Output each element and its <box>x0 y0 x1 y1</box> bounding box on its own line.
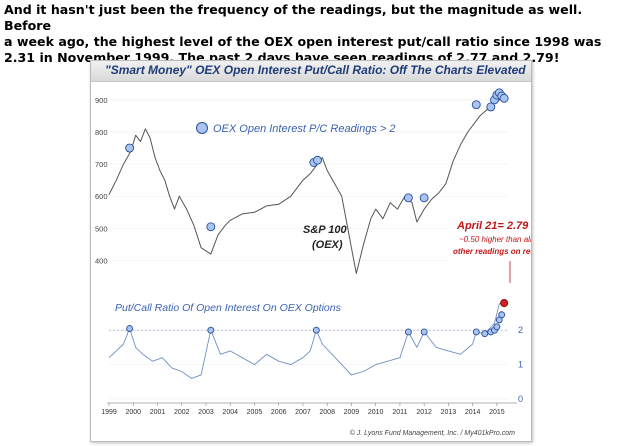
bottom-y-tick-label: 2 <box>518 325 523 335</box>
x-tick-label: 1999 <box>101 409 117 416</box>
top-highlight-marker <box>313 155 322 165</box>
x-tick-label: 2012 <box>416 409 432 416</box>
top-highlight-marker <box>125 143 135 153</box>
series-label-line-1: S&P 100 <box>303 224 348 236</box>
top-y-tick-label: 400 <box>95 257 108 266</box>
bottom-highlight-marker <box>207 326 215 334</box>
x-tick-label: 2009 <box>344 409 360 416</box>
bottom-highlight-marker <box>126 325 134 332</box>
annotation-title: April 21= 2.79 <box>456 220 529 232</box>
legend: OEX Open Interest P/C Readings > 2 <box>196 122 396 135</box>
legend-label: OEX Open Interest P/C Readings > 2 <box>213 123 396 135</box>
x-tick-label: 2011 <box>392 409 407 416</box>
top-highlight-marker <box>486 102 496 112</box>
top-highlight-marker <box>419 193 429 203</box>
bottom-highlight-marker <box>312 326 320 334</box>
x-tick-label: 2001 <box>150 409 166 416</box>
caption-text: And it hasn't just been the frequency of… <box>4 2 616 66</box>
source-credit: © J. Lyons Fund Management, Inc. / My401… <box>350 429 515 437</box>
x-tick-label: 2003 <box>198 409 214 416</box>
top-highlight-marker <box>206 222 216 232</box>
top-y-tick-label: 800 <box>95 128 108 137</box>
x-tick-label: 2002 <box>174 409 190 416</box>
x-tick-label: 2010 <box>368 409 384 416</box>
annotation-line-2: other readings on record <box>453 247 531 256</box>
top-highlight-marker <box>471 100 481 110</box>
legend-marker <box>196 122 208 134</box>
chart-title-bar: "Smart Money" OEX Open Interest Put/Call… <box>91 61 531 82</box>
top-y-tick-label: 600 <box>95 192 108 201</box>
plot-area-background <box>107 85 517 407</box>
put-call-ratio-line <box>108 302 505 379</box>
top-y-tick-label: 500 <box>95 224 108 233</box>
x-tick-label: 2005 <box>247 409 263 416</box>
annotation-background <box>449 213 531 263</box>
bottom-highlight-marker <box>481 330 489 338</box>
x-tick-label: 2007 <box>295 409 311 416</box>
x-tick-label: 2013 <box>441 409 457 416</box>
x-tick-label: 2006 <box>271 409 287 416</box>
chart-frame: "Smart Money" OEX Open Interest Put/Call… <box>90 60 532 442</box>
bottom-y-tick-label: 1 <box>518 360 523 370</box>
x-tick-label: 2004 <box>222 409 238 416</box>
caption-line-1: And it hasn't just been the frequency of… <box>4 2 583 33</box>
bottom-highlight-marker <box>404 328 412 336</box>
series-label-line-2: (OEX) <box>312 239 343 251</box>
x-tick-label: 2014 <box>465 409 481 416</box>
caption-line-2: a week ago, the highest level of the OEX… <box>4 34 602 49</box>
annotation-box: April 21= 2.79 ~0.50 higher than all oth… <box>449 213 531 283</box>
chart-svg: 400 500 600 700 800 900 0 1 2 1999 2000 2001 2002 2… <box>95 85 531 437</box>
top-highlight-marker <box>403 193 413 203</box>
x-tick-label: 2008 <box>319 409 335 416</box>
bottom-highlight-marker <box>498 311 506 319</box>
top-highlight-marker <box>499 93 509 103</box>
latest-reading-marker <box>500 299 509 308</box>
chart-title: "Smart Money" OEX Open Interest Put/Call… <box>105 63 526 77</box>
x-tick-label: 2000 <box>125 409 141 416</box>
bottom-panel-title: Put/Call Ratio Of Open Interest On OEX O… <box>115 302 342 314</box>
annotation-line-1: ~0.50 higher than all <box>459 235 531 244</box>
bottom-highlight-marker <box>420 328 428 336</box>
bottom-highlight-marker <box>493 323 501 331</box>
top-y-tick-label: 900 <box>95 96 108 105</box>
top-y-tick-label: 700 <box>95 160 108 169</box>
bottom-y-tick-label: 0 <box>518 394 523 404</box>
bottom-highlight-marker <box>472 328 480 336</box>
x-tick-label: 2015 <box>489 409 505 416</box>
